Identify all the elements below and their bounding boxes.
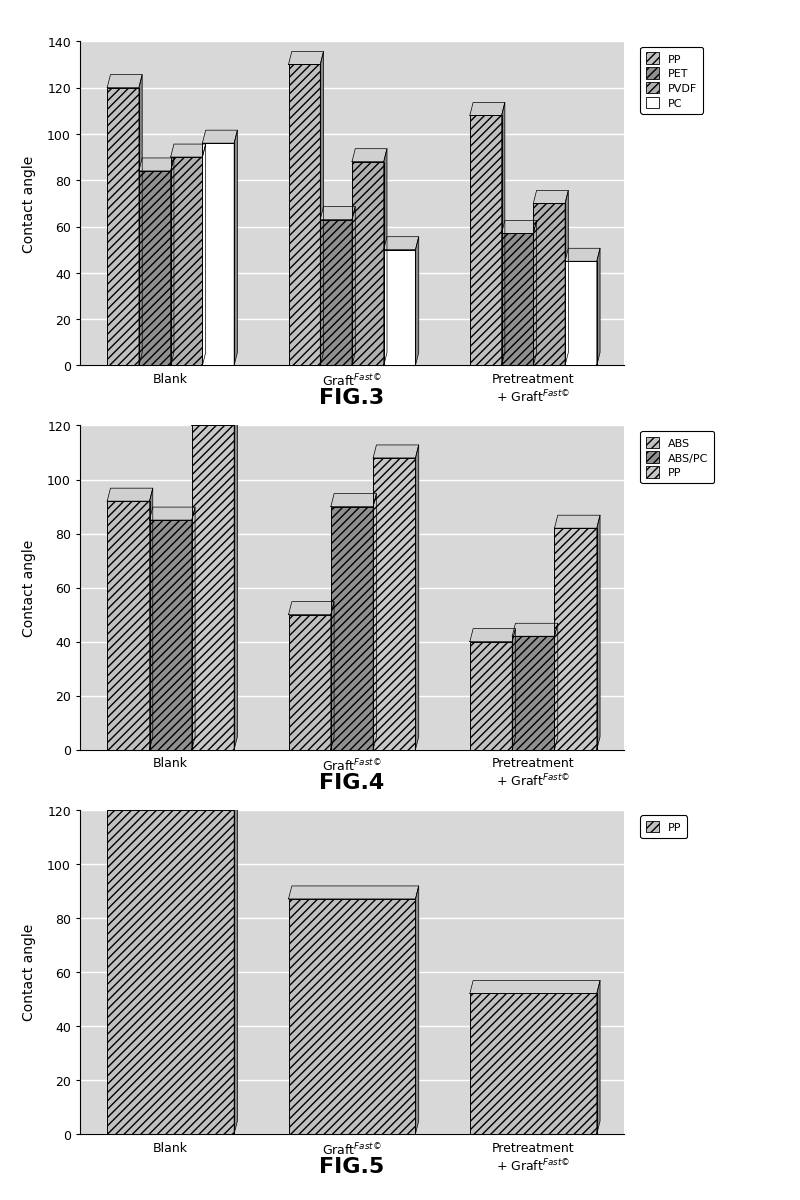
Bar [107, 502, 150, 750]
Bar [170, 157, 202, 366]
Bar [289, 899, 415, 1134]
Polygon shape [373, 494, 377, 750]
Polygon shape [597, 980, 600, 1134]
Polygon shape [415, 886, 418, 1134]
Polygon shape [534, 221, 537, 366]
Polygon shape [107, 488, 153, 502]
Polygon shape [234, 131, 238, 366]
Bar [512, 636, 554, 750]
Polygon shape [352, 149, 387, 162]
Polygon shape [373, 445, 418, 458]
Bar [139, 172, 170, 366]
Polygon shape [234, 797, 238, 1134]
Polygon shape [289, 52, 323, 65]
Bar [331, 508, 373, 750]
Polygon shape [512, 629, 515, 750]
Polygon shape [384, 238, 418, 251]
Polygon shape [320, 52, 323, 366]
Bar [470, 994, 597, 1134]
Polygon shape [331, 494, 377, 508]
Polygon shape [415, 238, 418, 366]
Polygon shape [192, 508, 195, 750]
Polygon shape [534, 191, 568, 204]
Polygon shape [565, 248, 600, 262]
Bar [470, 116, 502, 366]
Polygon shape [502, 221, 537, 234]
Polygon shape [320, 208, 355, 221]
Polygon shape [150, 488, 153, 750]
Y-axis label: Contact angle: Contact angle [22, 156, 36, 252]
Polygon shape [470, 980, 600, 994]
Text: FIG.4: FIG.4 [319, 772, 385, 792]
Polygon shape [470, 103, 505, 116]
Polygon shape [597, 516, 600, 750]
Polygon shape [470, 629, 515, 642]
Legend: ABS, ABS/PC, PP: ABS, ABS/PC, PP [641, 432, 714, 484]
Bar [320, 221, 352, 366]
Bar [352, 162, 384, 366]
Text: FIG.3: FIG.3 [319, 388, 385, 408]
Bar [150, 521, 192, 750]
Bar [107, 810, 234, 1134]
Polygon shape [170, 145, 206, 157]
Bar [502, 234, 534, 366]
Polygon shape [192, 413, 238, 426]
Polygon shape [202, 145, 206, 366]
Polygon shape [202, 131, 238, 144]
Polygon shape [107, 797, 238, 810]
Bar [192, 426, 234, 750]
Legend: PP: PP [641, 816, 687, 838]
Bar [373, 458, 415, 750]
Legend: PP, PET, PVDF, PC: PP, PET, PVDF, PC [641, 48, 703, 114]
Polygon shape [150, 508, 195, 521]
Bar [202, 144, 234, 366]
Bar [289, 65, 320, 366]
Polygon shape [512, 624, 558, 636]
Bar [470, 642, 512, 750]
Bar [384, 251, 415, 366]
Polygon shape [139, 158, 174, 172]
Polygon shape [565, 191, 568, 366]
Polygon shape [352, 208, 355, 366]
Y-axis label: Contact angle: Contact angle [22, 924, 36, 1020]
Bar [554, 528, 597, 750]
Y-axis label: Contact angle: Contact angle [22, 540, 36, 636]
Text: FIG.5: FIG.5 [319, 1156, 385, 1176]
Polygon shape [554, 624, 558, 750]
Polygon shape [331, 602, 334, 750]
Polygon shape [597, 248, 600, 366]
Bar [107, 89, 139, 366]
Polygon shape [107, 76, 142, 89]
Polygon shape [384, 149, 387, 366]
Polygon shape [139, 76, 142, 366]
Polygon shape [554, 516, 600, 528]
Polygon shape [170, 158, 174, 366]
Bar [289, 616, 331, 750]
Polygon shape [234, 413, 238, 750]
Polygon shape [502, 103, 505, 366]
Bar [565, 262, 597, 366]
Polygon shape [415, 445, 418, 750]
Bar [534, 204, 565, 366]
Polygon shape [289, 886, 418, 899]
Polygon shape [289, 602, 334, 616]
